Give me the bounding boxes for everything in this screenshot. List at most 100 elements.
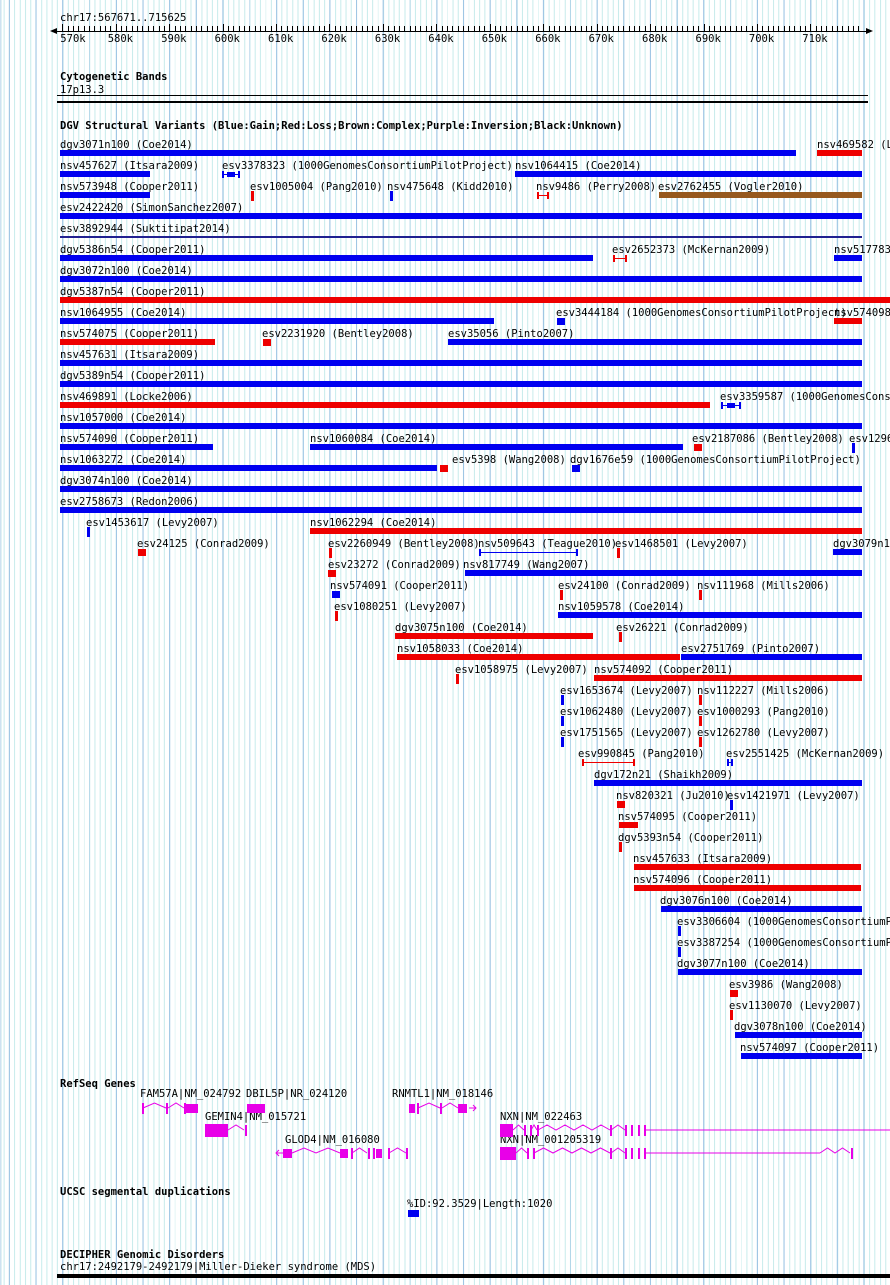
variant-point-marker[interactable] [730, 1010, 733, 1020]
gene-structure[interactable] [500, 1147, 853, 1160]
variant-label[interactable]: nsv1058033 (Coe2014) [397, 643, 524, 655]
variant-thin-bar[interactable] [60, 236, 862, 238]
variant-point-marker[interactable] [390, 191, 393, 201]
variant-point-marker[interactable] [699, 695, 702, 705]
variant-point-marker[interactable] [561, 737, 564, 747]
variant-bar[interactable] [60, 444, 213, 450]
variant-label[interactable]: nsv469582 (Lo [817, 139, 890, 151]
variant-point-marker[interactable] [572, 465, 580, 472]
gene-label[interactable]: GLOD4|NM_016080 [285, 1134, 380, 1146]
variant-label[interactable]: dgv3077n100 (Coe2014) [677, 958, 810, 970]
variant-bar[interactable] [834, 255, 862, 261]
variant-bar[interactable] [60, 381, 862, 387]
variant-point-marker[interactable] [456, 674, 459, 684]
variant-label[interactable]: nsv574096 (Cooper2011) [633, 874, 773, 886]
variant-label[interactable]: esv1653674 (Levy2007) [560, 685, 693, 697]
variant-point-marker[interactable] [87, 527, 90, 537]
variant-label[interactable]: nsv509643 (Teague2010) [478, 538, 618, 550]
variant-point-marker[interactable] [332, 591, 340, 598]
variant-bar[interactable] [681, 654, 862, 660]
variant-point-marker[interactable] [557, 318, 565, 325]
variant-bar[interactable] [817, 150, 862, 156]
gene-structure[interactable] [247, 1104, 265, 1113]
variant-bar[interactable] [619, 822, 638, 828]
variant-label[interactable]: nsv574097 (Cooper2011) [740, 1042, 880, 1054]
variant-label[interactable]: nsv1063272 (Coe2014) [60, 454, 187, 466]
variant-label[interactable]: esv2751769 (Pinto2007) [681, 643, 821, 655]
variant-label[interactable]: esv3892944 (Suktitipat2014) [60, 223, 231, 235]
variant-point-marker[interactable] [617, 801, 625, 808]
variant-bar[interactable] [558, 612, 862, 618]
variant-bar[interactable] [397, 654, 680, 660]
gene-structure[interactable] [500, 1124, 890, 1137]
variant-label[interactable]: dgv3075n100 (Coe2014) [395, 622, 528, 634]
variant-point-marker[interactable] [730, 800, 733, 810]
variant-point-marker[interactable] [561, 695, 564, 705]
variant-bar[interactable] [594, 675, 862, 681]
variant-whisker[interactable] [613, 255, 627, 262]
variant-bar[interactable] [661, 906, 862, 912]
segdup-label[interactable]: %ID:92.3529|Length:1020 [407, 1198, 553, 1210]
decipher-label[interactable]: chr17:2492179-2492179|Miller-Dieker synd… [60, 1261, 377, 1273]
variant-label[interactable]: esv3387254 (1000GenomesConsortiumPil [677, 937, 890, 949]
variant-label[interactable]: esv1130070 (Levy2007) [729, 1000, 862, 1012]
variant-bar[interactable] [60, 423, 862, 429]
variant-bar[interactable] [634, 885, 861, 891]
variant-point-marker[interactable] [699, 716, 702, 726]
variant-label[interactable]: esv1421971 (Levy2007) [727, 790, 860, 802]
gene-label[interactable]: NXN|NM_001205319 [500, 1134, 602, 1146]
gene-label[interactable]: NXN|NM_022463 [500, 1111, 583, 1123]
variant-bar[interactable] [60, 507, 862, 513]
variant-label[interactable]: nsv817749 (Wang2007) [463, 559, 590, 571]
variant-point-marker[interactable] [560, 590, 563, 600]
variant-label[interactable]: dgv3074n100 (Coe2014) [60, 475, 193, 487]
gene-label[interactable]: FAM57A|NM_024792 [140, 1088, 242, 1100]
variant-point-marker[interactable] [619, 842, 622, 852]
variant-label[interactable]: dgv3079n10 [833, 538, 890, 550]
variant-label[interactable]: esv24100 (Conrad2009) [558, 580, 691, 592]
variant-bar[interactable] [60, 255, 593, 261]
variant-label[interactable]: nsv820321 (Ju2010) [616, 790, 730, 802]
variant-label[interactable]: esv3378323 (1000GenomesConsortiumPilotPr… [222, 160, 513, 172]
decipher-region-bar[interactable] [57, 1274, 890, 1278]
variant-bar[interactable] [834, 318, 862, 324]
variant-bar[interactable] [60, 360, 862, 366]
variant-label[interactable]: esv2652373 (McKernan2009) [612, 244, 771, 256]
variant-bar[interactable] [594, 780, 862, 786]
variant-bar[interactable] [659, 192, 862, 198]
variant-label[interactable]: esv1262780 (Levy2007) [697, 727, 830, 739]
variant-point-marker[interactable] [263, 339, 271, 346]
variant-label[interactable]: nsv574091 (Cooper2011) [330, 580, 470, 592]
variant-label[interactable]: nsv457633 (Itsara2009) [633, 853, 773, 865]
variant-bar[interactable] [310, 444, 683, 450]
variant-bar[interactable] [60, 171, 150, 177]
variant-label[interactable]: nsv469891 (Locke2006) [60, 391, 193, 403]
cytoband-bar[interactable] [57, 95, 868, 103]
variant-label[interactable]: nsv457631 (Itsara2009) [60, 349, 200, 361]
variant-label[interactable]: nsv111968 (Mills2006) [697, 580, 830, 592]
variant-bar[interactable] [833, 549, 862, 555]
variant-label[interactable]: dgv5393n54 (Cooper2011) [618, 832, 764, 844]
variant-label[interactable]: esv3306604 (1000GenomesConsortiumPil [677, 916, 890, 928]
variant-bar[interactable] [60, 276, 862, 282]
cytoband-label[interactable]: 17p13.3 [60, 84, 105, 96]
variant-label[interactable]: esv1468501 (Levy2007) [615, 538, 748, 550]
variant-whisker[interactable] [479, 549, 578, 556]
variant-label[interactable]: esv1062480 (Levy2007) [560, 706, 693, 718]
variant-label[interactable]: nsv574098 [834, 307, 890, 319]
variant-label[interactable]: esv2762455 (Vogler2010) [658, 181, 804, 193]
variant-label[interactable]: nsv1064955 (Coe2014) [60, 307, 187, 319]
variant-bar[interactable] [60, 192, 150, 198]
variant-point-marker[interactable] [440, 465, 448, 472]
variant-point-marker[interactable] [328, 570, 336, 577]
variant-label[interactable]: dgv172n21 (Shaikh2009) [594, 769, 734, 781]
variant-label[interactable]: nsv1062294 (Coe2014) [310, 517, 437, 529]
variant-point-marker[interactable] [329, 548, 332, 558]
variant-bar[interactable] [448, 339, 862, 345]
variant-point-marker[interactable] [678, 947, 681, 957]
variant-whisker[interactable] [582, 759, 635, 766]
variant-bar[interactable] [60, 150, 796, 156]
variant-label[interactable]: esv2260949 (Bentley2008) [328, 538, 480, 550]
variant-label[interactable]: esv26221 (Conrad2009) [616, 622, 749, 634]
variant-label[interactable]: esv1296 [849, 433, 890, 445]
